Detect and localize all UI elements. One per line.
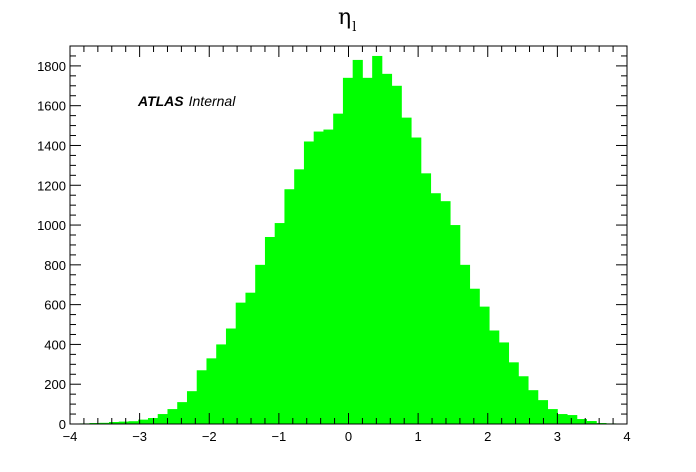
histogram-bar xyxy=(186,391,198,424)
x-tick-label: −2 xyxy=(202,429,217,444)
histogram-bar xyxy=(323,129,334,424)
x-tick-label: 1 xyxy=(415,429,422,444)
y-tick-label: 1400 xyxy=(37,138,66,153)
y-tick-label: 200 xyxy=(44,377,66,392)
histogram-bar xyxy=(216,344,227,424)
histogram-bar xyxy=(313,131,324,425)
x-tick-labels: −4 −3 −2 −1 0 1 2 3 4 xyxy=(63,429,631,444)
atlas-label: ATLAS Internal xyxy=(137,93,236,109)
histogram-bar xyxy=(567,415,578,424)
histogram-bar xyxy=(303,141,315,425)
histogram-bar xyxy=(264,236,276,424)
histogram-bar xyxy=(99,422,110,424)
histogram-bars xyxy=(70,55,627,425)
histogram-bar xyxy=(372,55,383,424)
y-tick-label: 1000 xyxy=(37,218,66,233)
histogram-bar xyxy=(459,264,471,424)
histogram-bar xyxy=(420,173,432,424)
x-tick-label: −4 xyxy=(63,429,78,444)
x-tick-label: 0 xyxy=(345,429,352,444)
histogram-bar xyxy=(440,201,451,424)
histogram-bar xyxy=(196,370,207,424)
histogram-bar xyxy=(352,59,363,425)
tick-marks xyxy=(69,45,628,425)
x-tick-label: −1 xyxy=(271,429,286,444)
histogram-bar xyxy=(128,421,139,424)
histogram-bar xyxy=(274,223,285,424)
histogram-bar xyxy=(450,225,461,424)
atlas-label-bold: ATLAS xyxy=(137,93,184,109)
histogram-bar xyxy=(498,342,510,424)
histogram-bar xyxy=(469,288,480,424)
y-tick-labels: 0 200 400 600 800 1000 1200 1400 1600 1800 xyxy=(37,59,66,432)
histogram-bar xyxy=(118,421,129,424)
histogram-bar xyxy=(225,328,237,424)
histogram-bar xyxy=(401,117,412,425)
histogram-bar xyxy=(342,77,354,424)
histogram-bar xyxy=(333,113,344,424)
histogram-bar xyxy=(528,390,539,424)
histogram-bar xyxy=(547,409,558,424)
histogram-bar xyxy=(479,306,490,424)
histogram-bar xyxy=(157,414,168,424)
histogram-bar xyxy=(108,422,120,424)
atlas-label-internal: Internal xyxy=(189,93,237,109)
histogram-bar xyxy=(294,169,305,424)
y-tick-label: 600 xyxy=(44,298,66,313)
histogram-bar xyxy=(245,292,256,424)
y-tick-label: 1200 xyxy=(37,178,66,193)
histogram-bar xyxy=(518,376,529,424)
y-tick-label: 400 xyxy=(44,337,66,352)
y-tick-label: 1600 xyxy=(37,99,66,114)
chart-title-subscript: l xyxy=(352,20,356,35)
histogram-bar xyxy=(206,358,217,424)
histogram-bar xyxy=(138,419,149,424)
histogram-bar xyxy=(255,264,266,424)
x-tick-label: 3 xyxy=(554,429,561,444)
x-tick-label: 4 xyxy=(623,429,630,444)
chart-title: ηl xyxy=(338,5,356,35)
histogram-bar xyxy=(508,362,519,424)
x-tick-label: 2 xyxy=(484,429,491,444)
chart-title-symbol: η xyxy=(338,5,351,30)
histogram-bar xyxy=(362,77,373,424)
histogram-bar xyxy=(489,330,500,424)
histogram-bar xyxy=(411,137,422,424)
y-tick-label: 800 xyxy=(44,258,66,273)
y-tick-label: 1800 xyxy=(37,59,66,74)
histogram-bar xyxy=(391,85,402,424)
histogram-bar xyxy=(586,421,597,424)
histogram-bar xyxy=(167,409,178,424)
y-tick-label: 0 xyxy=(59,417,66,432)
x-tick-label: −3 xyxy=(132,429,147,444)
histogram-bar xyxy=(537,400,549,424)
histogram-bar xyxy=(235,302,246,424)
histogram-bar xyxy=(177,402,188,424)
histogram-bar xyxy=(557,414,568,424)
histogram-bar xyxy=(284,189,295,424)
histogram-bar xyxy=(430,193,441,424)
histogram-bar xyxy=(381,73,393,424)
histogram-bar xyxy=(576,419,588,424)
